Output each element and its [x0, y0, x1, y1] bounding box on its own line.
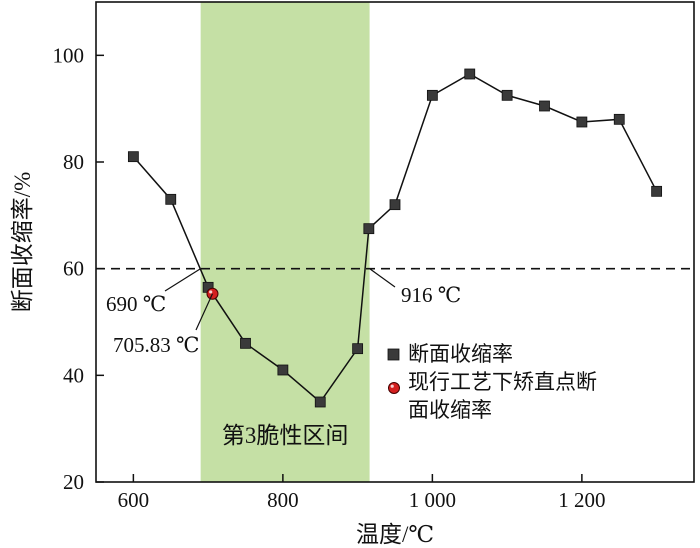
callout-line-705 [195, 293, 214, 331]
legend-label-line-1: 现行工艺下矫直点断 [408, 370, 597, 394]
legend-circle-marker [388, 382, 400, 394]
x-tick-label: 1 200 [558, 488, 605, 512]
data-point-square [426, 89, 438, 101]
data-point-square [651, 185, 663, 197]
x-tick-label: 800 [267, 488, 299, 512]
annotation-label: 690 ℃ [106, 292, 166, 316]
legend-label-line-2: 面收缩率 [408, 398, 492, 422]
y-tick-label: 100 [53, 43, 85, 67]
data-point-square [576, 116, 588, 128]
y-axis-ticks: 20 40 60 80 100 [53, 43, 104, 494]
legend-square-marker [387, 348, 400, 361]
callout-line-690 [164, 268, 201, 292]
brittle-zone-label: 第3脆性区间 [222, 423, 349, 448]
data-point-square [501, 89, 513, 101]
data-point-square [165, 193, 177, 205]
x-tick-label: 1 000 [409, 488, 456, 512]
brittle-zone-band [200, 2, 370, 482]
data-point-highlight [209, 290, 213, 294]
x-tick-label: 600 [118, 488, 150, 512]
callout-lines [164, 268, 396, 331]
data-point-square [240, 337, 251, 349]
callout-line-916 [369, 268, 396, 288]
x-axis-label: 温度/℃ [356, 522, 434, 547]
data-point-square [352, 343, 364, 355]
annotation-label: 705.83 ℃ [113, 333, 200, 357]
y-tick-label: 20 [63, 470, 84, 494]
series-lines [132, 73, 658, 404]
y-axis-label: 断面收缩率/% [10, 172, 35, 313]
legend-circle-highlight [390, 384, 394, 388]
plot-frame [95, 1, 695, 483]
data-point-square [363, 223, 375, 235]
x-axis-ticks: 600 800 1 000 1 200 [118, 474, 606, 512]
data-point-square [539, 100, 550, 112]
y-tick-label: 60 [63, 257, 84, 281]
data-points [127, 68, 663, 408]
y-tick-label: 40 [63, 363, 84, 387]
data-point-square [464, 68, 476, 80]
annotation-label: 916 ℃ [401, 283, 461, 307]
y-tick-label: 80 [63, 150, 84, 174]
series-line-0 [132, 73, 658, 404]
data-point-square [127, 151, 139, 163]
data-point-square [613, 113, 625, 125]
legend-label-series-0: 断面收缩率 [408, 342, 513, 366]
data-point-square [314, 396, 326, 408]
legend-label-series-1: 现行工艺下矫直点断面收缩率 [408, 370, 597, 422]
shaded-region: 第3脆性区间 [200, 2, 370, 482]
data-point-square [389, 199, 401, 211]
annotations: 690 ℃ 916 ℃ 705.83 ℃ [106, 283, 461, 357]
data-point-square [277, 364, 289, 376]
